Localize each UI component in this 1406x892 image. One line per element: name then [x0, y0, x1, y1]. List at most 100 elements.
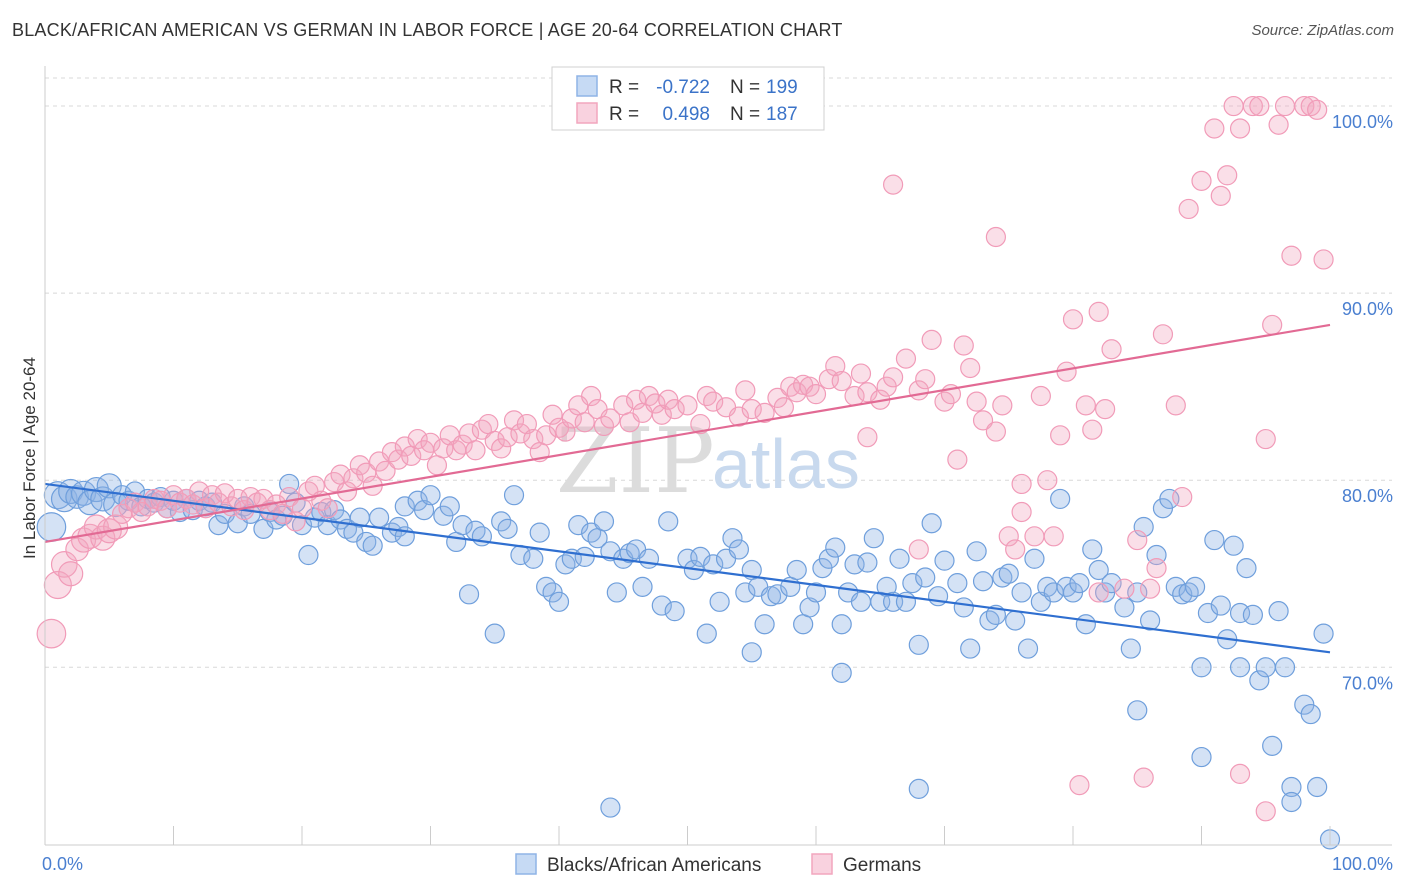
germans-point — [960, 357, 981, 379]
blacks-point — [876, 576, 897, 597]
legend-bottom-label-blue: Blacks/African Americans — [547, 855, 761, 876]
axis-tick-labels: 70.0% 80.0% 90.0% 100.0% 0.0% 100.0% — [42, 112, 1393, 874]
legend-top-r-value-2: 0.498 — [662, 104, 710, 125]
germans-point — [1210, 185, 1231, 206]
series-germans-points — [36, 95, 1334, 822]
germans-point — [1127, 529, 1148, 551]
blacks-point — [1056, 576, 1077, 597]
blacks-point — [1313, 623, 1334, 644]
germans-point — [1255, 801, 1276, 822]
blacks-point — [529, 522, 550, 543]
blacks-point — [1017, 638, 1039, 659]
germans-point — [1050, 425, 1071, 446]
blacks-point — [1281, 776, 1302, 798]
blacks-point — [523, 548, 544, 569]
germans-point — [651, 404, 672, 425]
blacks-point — [36, 512, 67, 542]
blacks-point — [568, 515, 589, 536]
blacks-point — [1024, 548, 1045, 569]
blacks-point — [696, 623, 717, 644]
blacks-point — [638, 548, 660, 569]
trend-lines — [44, 323, 1331, 654]
legend-top-r-label-1: R = — [609, 77, 639, 98]
legend-top-r-label-2: R = — [609, 104, 639, 125]
germans-point — [703, 391, 724, 412]
blacks-point — [722, 528, 743, 549]
germans-point — [972, 410, 994, 431]
germans-point — [805, 384, 827, 405]
germans-point — [1268, 114, 1289, 135]
germans-point — [1281, 245, 1302, 266]
blacks-point — [825, 537, 846, 558]
germans-point — [953, 335, 974, 356]
trend-line-blacks — [44, 482, 1331, 654]
blacks-point — [1127, 700, 1148, 721]
blacks-point — [953, 597, 974, 618]
germans-point — [1229, 118, 1251, 139]
blacks-point — [799, 597, 820, 618]
germans-point — [574, 412, 595, 433]
germans-point — [1088, 582, 1109, 603]
blacks-point — [1262, 735, 1283, 756]
germans-point — [1204, 118, 1225, 139]
germans-point — [291, 498, 313, 519]
germans-point — [1075, 395, 1096, 416]
blacks-point — [632, 576, 653, 597]
blacks-point — [1191, 657, 1212, 678]
blacks-point — [420, 485, 441, 506]
germans-point — [696, 385, 717, 407]
blacks-point — [619, 543, 640, 564]
germans-point — [131, 501, 152, 523]
germans-point — [1229, 763, 1251, 785]
blacks-point — [1223, 535, 1244, 556]
germans-point — [1172, 486, 1193, 508]
blacks-point — [1075, 614, 1096, 635]
germans-point — [895, 348, 917, 369]
y-tick-label: 80.0% — [1342, 486, 1393, 506]
blacks-point — [664, 601, 685, 622]
x-tick-label-max: 100.0% — [1332, 854, 1393, 874]
blacks-point — [1114, 597, 1135, 618]
germans-point — [43, 570, 72, 600]
germans-point — [1011, 501, 1032, 523]
blacks-point — [703, 554, 724, 575]
germans-point — [58, 561, 84, 587]
blacks-point — [503, 485, 525, 506]
axes — [44, 66, 1392, 846]
germans-point — [966, 391, 987, 412]
series-blacks-points — [36, 473, 1341, 850]
legend-top-n-value-2: 187 — [766, 104, 798, 125]
germans-point — [561, 408, 582, 429]
germans-point — [452, 434, 473, 455]
germans-point — [1313, 249, 1334, 270]
germans-point — [581, 385, 602, 407]
germans-point — [1294, 95, 1315, 117]
germans-point — [857, 427, 878, 448]
blacks-point — [574, 546, 595, 568]
blacks-point — [793, 614, 814, 635]
blacks-point — [658, 511, 679, 532]
germans-point — [1152, 324, 1174, 345]
blacks-point — [915, 567, 936, 588]
blacks-point — [1204, 529, 1225, 551]
germans-point — [1217, 165, 1238, 186]
blacks-point — [1159, 488, 1180, 510]
blacks-point — [690, 546, 711, 568]
germans-point — [523, 428, 544, 450]
blacks-point — [1191, 746, 1212, 768]
blacks-point — [1184, 576, 1206, 597]
germans-point — [1101, 339, 1122, 360]
blacks-point — [1120, 638, 1141, 659]
germans-point — [1062, 309, 1084, 330]
blacks-point — [497, 518, 518, 539]
germans-point — [625, 389, 647, 410]
blacks-point — [1249, 670, 1270, 691]
y-tick-label: 70.0% — [1342, 673, 1393, 693]
blacks-point — [452, 515, 473, 536]
germans-point — [735, 380, 756, 401]
blacks-point — [1255, 657, 1276, 678]
blacks-point — [413, 500, 435, 521]
blacks-point — [548, 591, 570, 612]
germans-point — [998, 526, 1019, 547]
blacks-point — [709, 591, 730, 612]
